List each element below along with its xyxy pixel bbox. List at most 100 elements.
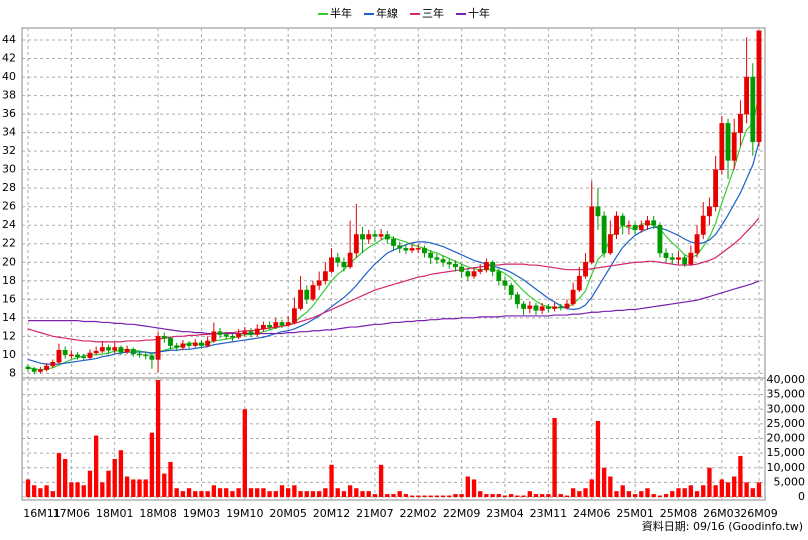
candle-body [391, 238, 396, 246]
volume-bar [385, 494, 390, 497]
volume-bar [403, 494, 409, 497]
volume-tick-label: 25,000 [767, 417, 806, 430]
volume-bar [670, 491, 675, 497]
volume-bar [137, 479, 142, 497]
volume-bar [558, 494, 563, 497]
candle-body [174, 345, 180, 348]
volume-bar [310, 491, 316, 497]
candle-body [409, 248, 415, 251]
candle-body [143, 354, 149, 357]
volume-bar [626, 491, 632, 497]
candle-body [31, 368, 37, 372]
volume-bar [397, 491, 402, 497]
volume-bar [546, 494, 551, 497]
y-tick-label: 30 [2, 163, 16, 176]
candle-body [428, 252, 434, 258]
volume-bar [707, 467, 712, 497]
x-tick-label: 19M03 [183, 507, 221, 520]
volume-bar [174, 488, 179, 497]
legend-label: 三年 [422, 6, 444, 20]
volume-bar [316, 491, 322, 497]
volume-bar [577, 491, 582, 497]
candle-body [453, 263, 458, 268]
y-tick-label: 42 [2, 52, 16, 65]
volume-bar [701, 485, 706, 497]
candle-body [595, 206, 601, 217]
volume-bar [509, 494, 514, 497]
volume-bar [391, 494, 396, 497]
x-tick-label: 18M01 [96, 507, 134, 520]
volume-bar [620, 485, 625, 497]
candle-body [62, 349, 68, 356]
candle-body [533, 305, 539, 311]
candle-body [583, 262, 588, 277]
candle-body [651, 220, 657, 226]
legend-label: 年線 [376, 6, 398, 20]
candle-body [527, 305, 533, 309]
volume-bar [465, 476, 471, 497]
candle-body [403, 248, 409, 251]
candle-body [87, 352, 93, 358]
volume-bar [515, 495, 520, 497]
candle-body [496, 271, 502, 282]
source-note: 資料日期: 09/16 (Goodinfo.tw) [642, 519, 803, 533]
volume-bar [168, 461, 173, 497]
candle-body [161, 336, 167, 339]
volume-bar [199, 491, 204, 497]
y-tick-label: 8 [9, 366, 16, 379]
candle-body [688, 252, 694, 265]
volume-bar [124, 476, 130, 497]
volume-bar [676, 488, 681, 497]
candle-body [725, 123, 731, 161]
y-tick-label: 14 [2, 311, 16, 324]
volume-bar [143, 479, 148, 497]
volume-bar [224, 488, 229, 497]
ma-line [27, 217, 760, 343]
volume-bar [378, 464, 384, 497]
ma-line [28, 280, 760, 335]
legend-label: 十年 [468, 6, 490, 20]
candle-body [180, 343, 186, 348]
candle-body [471, 271, 477, 277]
candle-body [545, 306, 551, 309]
volume-bar [416, 495, 421, 497]
candle-body [459, 266, 465, 272]
volume-tick-label: 20,000 [767, 432, 806, 445]
candle-body [192, 342, 198, 346]
candle-body [124, 349, 130, 353]
volume-bar [335, 488, 340, 497]
y-tick-label: 16 [2, 292, 16, 305]
candle-body [626, 224, 632, 227]
y-tick-label: 20 [2, 255, 16, 268]
x-tick-label: 19M10 [226, 507, 264, 520]
x-tick-label: 17M06 [53, 507, 91, 520]
candle-body [731, 132, 737, 161]
volume-bar [570, 488, 576, 497]
candle-body [694, 234, 700, 254]
volume-bar [93, 435, 99, 497]
volume-bar [118, 450, 124, 497]
volume-bar [521, 495, 526, 497]
volume-bar [552, 418, 557, 497]
volume-bar [540, 494, 545, 497]
volume-bar [409, 495, 415, 497]
x-tick-label: 23M11 [530, 507, 568, 520]
volume-bar [639, 491, 644, 497]
volume-bar [564, 495, 570, 497]
candle-body [539, 306, 545, 311]
candle-body [329, 257, 334, 272]
candle-body [638, 224, 644, 231]
candle-body [620, 215, 626, 226]
volume-bar [608, 476, 613, 497]
candle-body [707, 206, 712, 217]
y-tick-label: 12 [2, 329, 16, 342]
candle-body [242, 331, 248, 334]
candle-body [607, 234, 613, 254]
candle-body [440, 259, 446, 263]
volume-bar [453, 494, 458, 497]
candle-body [260, 324, 266, 330]
x-tick-label: 25M01 [616, 507, 654, 520]
volume-bar [186, 488, 192, 497]
candle-body [737, 113, 743, 133]
volume-bar [25, 479, 31, 497]
